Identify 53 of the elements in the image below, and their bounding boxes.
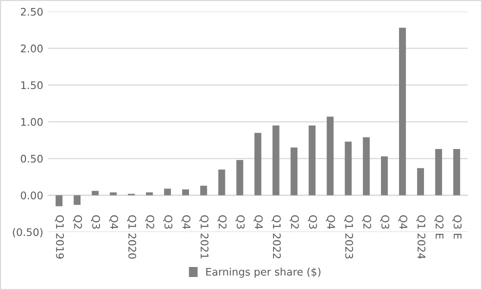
x-tick-label: Q4 [181, 215, 190, 229]
legend-label: Earnings per share ($) [206, 268, 320, 278]
x-tick-label: Q1 2023 [344, 215, 354, 259]
x-tick-label: Q3 [380, 215, 390, 229]
bar [272, 125, 280, 196]
bar [164, 188, 171, 196]
y-tick-label: 2.00 [20, 44, 43, 52]
y-tick-label: 1.50 [21, 81, 43, 90]
y-tick-label: 0.00 [20, 191, 43, 200]
bar [254, 132, 262, 196]
x-tick-label: Q2 [218, 215, 227, 228]
bar [453, 148, 460, 196]
x-tick-label: Q3 [163, 215, 172, 229]
bar [380, 156, 388, 196]
bar [290, 148, 298, 196]
bar [56, 195, 62, 206]
bar [200, 186, 208, 196]
bar [417, 168, 424, 196]
bar [218, 170, 226, 196]
x-tick-label: Q2 E [434, 215, 444, 239]
x-tick-label: Q4 [326, 215, 336, 229]
bar [146, 192, 153, 196]
bar [326, 116, 334, 196]
x-tick-label: Q2 [72, 215, 82, 228]
x-tick-label: Q4 [398, 215, 408, 229]
bar [236, 160, 244, 196]
x-tick-label: Q2 [290, 215, 299, 228]
bar [435, 148, 442, 196]
x-tick-label: Q1 2024 [416, 215, 426, 259]
x-tick-label: Q1 2022 [272, 215, 281, 258]
bar [74, 195, 81, 205]
y-tick-label: (0.50) [12, 228, 42, 238]
bar [362, 137, 370, 196]
x-tick-label: Q1 2019 [54, 215, 64, 259]
y-tick-label: 1.00 [21, 118, 43, 126]
bar [182, 189, 190, 196]
x-tick-label: Q2 [145, 215, 154, 228]
x-tick-label: Q4 [109, 215, 118, 229]
bar [399, 28, 406, 196]
x-tick-label: Q3 [236, 215, 245, 229]
x-tick-label: Q3 [308, 215, 317, 229]
x-tick-label: Q3 E [452, 215, 462, 239]
x-tick-label: Q4 [254, 215, 263, 229]
x-tick-label: Q1 2021 [199, 215, 208, 258]
bar [308, 125, 316, 196]
x-tick-label: Q2 [362, 215, 372, 228]
bar [92, 190, 99, 196]
bar [344, 142, 352, 196]
y-tick-label: 0.50 [20, 154, 43, 163]
y-tick-label: 2.50 [20, 8, 43, 16]
x-tick-label: Q1 2020 [127, 215, 136, 259]
x-tick-label: Q3 [90, 215, 100, 229]
bar [110, 192, 117, 196]
